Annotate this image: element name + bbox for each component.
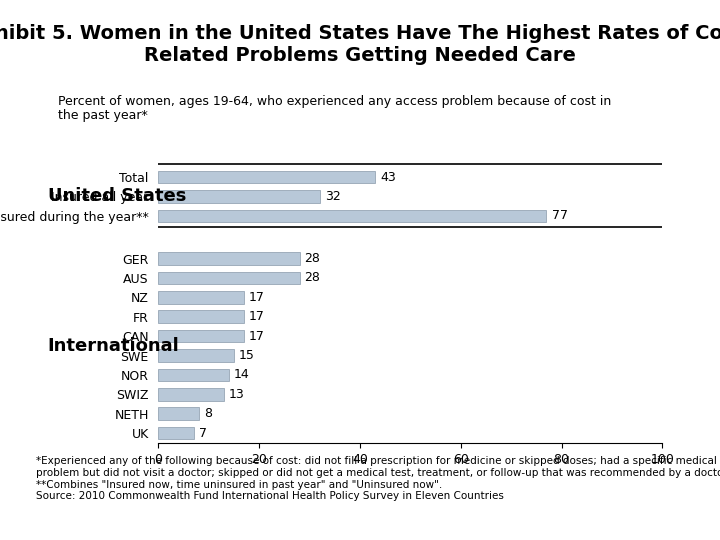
Text: 17: 17 [249,329,265,342]
Bar [158,427,194,440]
Text: International: International [48,337,179,355]
Bar [158,291,244,303]
Text: 43: 43 [380,171,396,184]
Text: 77: 77 [552,210,567,222]
Text: *Experienced any of the following because of cost: did not fill a prescription f: *Experienced any of the following becaus… [36,456,720,501]
Text: United States: United States [48,187,186,205]
Bar [158,349,234,362]
Text: 8: 8 [204,407,212,420]
Text: 28: 28 [305,252,320,265]
Text: 7: 7 [199,427,207,440]
Text: 13: 13 [229,388,245,401]
Bar [158,252,300,265]
Bar [158,388,224,401]
Bar [158,190,320,202]
Bar [158,369,229,381]
Text: 28: 28 [305,272,320,285]
Text: 17: 17 [249,310,265,323]
Text: 14: 14 [234,368,250,381]
Bar [158,210,546,222]
Text: 15: 15 [239,349,255,362]
Bar [158,330,244,342]
Bar [158,171,375,184]
Bar [158,272,300,284]
Text: Exhibit 5. Women in the United States Have The Highest Rates of Cost-
Related Pr: Exhibit 5. Women in the United States Ha… [0,24,720,65]
Bar [158,310,244,323]
Bar [158,407,199,420]
Text: Percent of women, ages 19-64, who experienced any access problem because of cost: Percent of women, ages 19-64, who experi… [58,94,611,123]
Text: 17: 17 [249,291,265,304]
Text: 32: 32 [325,190,341,203]
